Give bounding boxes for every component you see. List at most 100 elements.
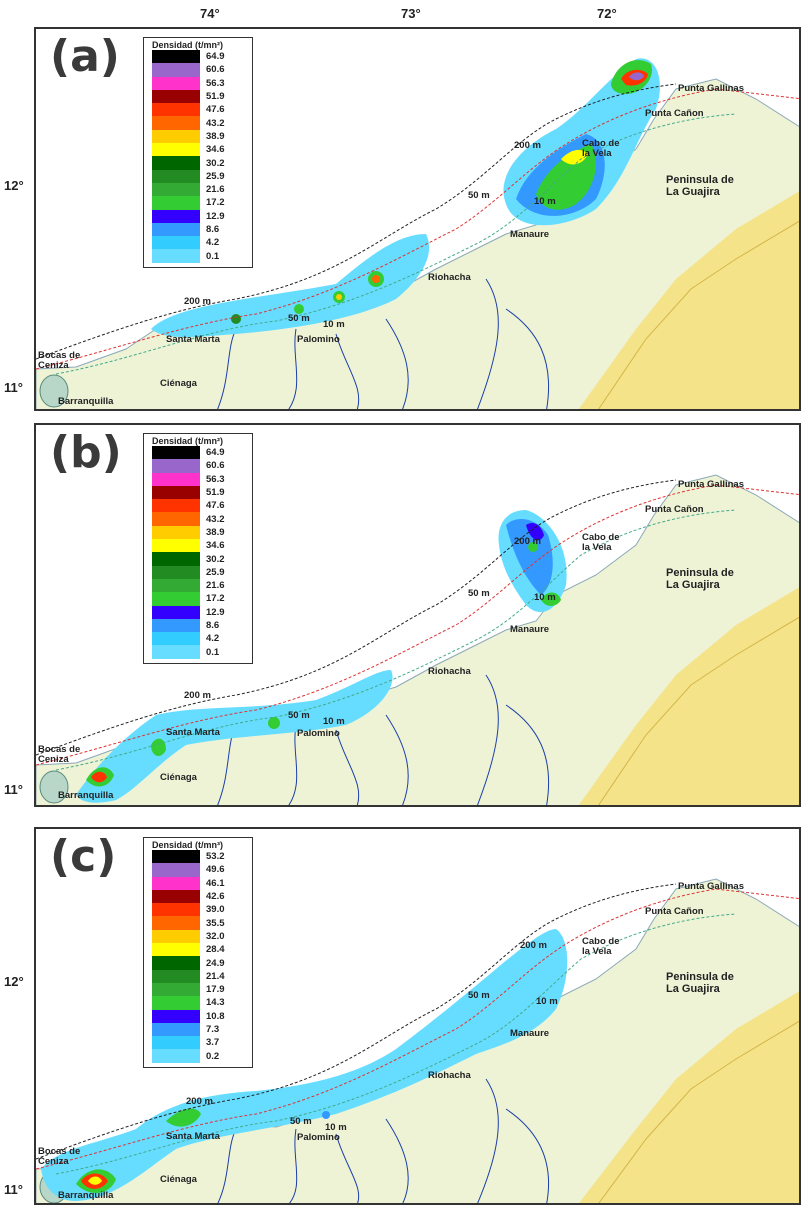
legend-swatch xyxy=(152,578,200,593)
label-manaure-a: Manaure xyxy=(510,229,550,240)
legend-swatch xyxy=(152,552,200,566)
legend-row-a: 38.9 xyxy=(152,129,248,144)
depth-label-10-b2: 10 m xyxy=(534,592,556,603)
depth-label-50-a2: 50 m xyxy=(468,190,490,201)
legend-value: 24.9 xyxy=(206,957,225,969)
depth-label-50-a1: 50 m xyxy=(288,313,310,324)
legend-swatch xyxy=(152,605,200,619)
legend-value: 38.9 xyxy=(206,526,225,538)
legend-row-b: 51.9 xyxy=(152,485,248,500)
legend-swatch xyxy=(152,1022,200,1037)
legend-swatch xyxy=(152,472,200,486)
density-legend-a: Densidad (t/mn²) 64.9 60.6 56.3 51.9 47.6 43.… xyxy=(143,37,253,268)
depth-label-200-b1: 200 m xyxy=(184,690,211,701)
legend-row-b: 17.2 xyxy=(152,592,248,606)
legend-swatch xyxy=(152,129,200,144)
legend-swatch xyxy=(152,889,200,904)
latitude-label-11-b: 11° xyxy=(4,782,23,797)
legend-swatch xyxy=(152,982,200,997)
latitude-label-11-a: 11° xyxy=(4,380,23,395)
label-santa-marta-b: Santa Marta xyxy=(166,727,220,738)
legend-title-a: Densidad (t/mn²) xyxy=(152,40,223,50)
legend-row-c: 28.4 xyxy=(152,943,248,957)
label-punta-gallinas-a: Punta Gallinas xyxy=(678,83,744,94)
legend-row-c: 21.4 xyxy=(152,969,248,983)
legend-swatch xyxy=(152,89,200,104)
legend-swatch xyxy=(152,916,200,930)
legend-value: 0.1 xyxy=(206,646,220,658)
legend-row-b: 0.1 xyxy=(152,645,248,659)
legend-swatch xyxy=(152,249,200,263)
longitude-label-72: 72° xyxy=(597,6,617,21)
label-barranquilla-c: Barranquilla xyxy=(58,1190,114,1201)
density-legend-c: Densidad (t/mn³) 53.2 49.6 46.1 42.6 39.0 35.… xyxy=(143,837,253,1068)
legend-swatch xyxy=(152,1036,200,1050)
label-punta-gallinas-c: Punta Gallinas xyxy=(678,881,744,892)
legend-row-c: 42.6 xyxy=(152,889,248,904)
legend-value: 53.2 xyxy=(206,851,225,863)
legend-value: 49.6 xyxy=(206,864,225,876)
legend-row-b: 64.9 xyxy=(152,446,248,460)
legend-value: 42.6 xyxy=(206,891,225,903)
legend-value: 4.2 xyxy=(206,237,220,249)
legend-swatch xyxy=(152,169,200,183)
legend-title-c: Densidad (t/mn³) xyxy=(152,840,223,850)
legend-row-a: 25.9 xyxy=(152,169,248,183)
label-cabo-de-la-vela-b: Cabo de la Vela xyxy=(582,532,620,553)
legend-value: 30.2 xyxy=(206,157,225,169)
label-punta-canon-a: Punta Cañon xyxy=(645,108,704,119)
legend-swatch xyxy=(152,943,200,957)
legend-row-b: 34.6 xyxy=(152,539,248,553)
legend-value: 4.2 xyxy=(206,633,220,645)
label-peninsula-c: Peninsula de La Guajira xyxy=(666,971,734,995)
depth-label-50-c1: 50 m xyxy=(290,1116,312,1127)
legend-row-a: 64.9 xyxy=(152,50,248,64)
legend-swatch xyxy=(152,116,200,130)
panel-letter-b: (b) xyxy=(50,427,122,478)
label-palomino-a: Palomino xyxy=(297,334,340,345)
label-cabo-de-la-vela-a: Cabo de la Vela xyxy=(582,138,620,159)
legend-swatch xyxy=(152,499,200,513)
panel-letter-a: (a) xyxy=(50,31,120,82)
legend-swatch xyxy=(152,209,200,223)
legend-swatch xyxy=(152,645,200,659)
legend-row-c: 39.0 xyxy=(152,903,248,917)
legend-value: 56.3 xyxy=(206,473,225,485)
legend-value: 35.5 xyxy=(206,917,225,929)
legend-value: 39.0 xyxy=(206,904,225,916)
depth-label-50-b1: 50 m xyxy=(288,710,310,721)
depth-label-200-b2: 200 m xyxy=(514,536,541,547)
legend-row-b: 38.9 xyxy=(152,525,248,540)
legend-value: 21.4 xyxy=(206,970,225,982)
legend-swatch xyxy=(152,618,200,633)
legend-value: 3.7 xyxy=(206,1037,220,1049)
map-panel-a: (a) Densidad (t/mn²) 64.9 60.6 56.3 51.9 47.… xyxy=(34,27,801,411)
legend-value: 17.2 xyxy=(206,593,225,605)
legend-row-b: 4.2 xyxy=(152,632,248,646)
legend-swatch xyxy=(152,850,200,864)
legend-row-a: 12.9 xyxy=(152,209,248,223)
legend-value: 17.2 xyxy=(206,197,225,209)
density-legend-b: Densidad (t/mn²) 64.9 60.6 56.3 51.9 47.6 43.… xyxy=(143,433,253,664)
legend-value: 0.2 xyxy=(206,1050,220,1062)
depth-label-10-b1: 10 m xyxy=(323,716,345,727)
legend-row-b: 25.9 xyxy=(152,565,248,579)
legend-row-a: 47.6 xyxy=(152,103,248,117)
legend-value: 12.9 xyxy=(206,210,225,222)
legend-swatch xyxy=(152,512,200,526)
legend-row-a: 17.2 xyxy=(152,196,248,210)
depth-label-10-a1: 10 m xyxy=(323,319,345,330)
legend-row-c: 17.9 xyxy=(152,982,248,997)
latitude-label-12-c: 12° xyxy=(4,974,24,989)
label-peninsula-a: Peninsula de La Guajira xyxy=(666,174,734,198)
depth-label-200-a1: 200 m xyxy=(184,296,211,307)
label-riohacha-c: Riohacha xyxy=(428,1070,471,1081)
label-manaure-c: Manaure xyxy=(510,1028,550,1039)
legend-value: 14.3 xyxy=(206,997,225,1009)
legend-swatch xyxy=(152,903,200,917)
legend-swatch xyxy=(152,182,200,197)
legend-row-b: 56.3 xyxy=(152,472,248,486)
legend-swatch xyxy=(152,969,200,983)
label-punta-canon-b: Punta Cañon xyxy=(645,504,704,515)
latitude-label-12-a: 12° xyxy=(4,178,24,193)
